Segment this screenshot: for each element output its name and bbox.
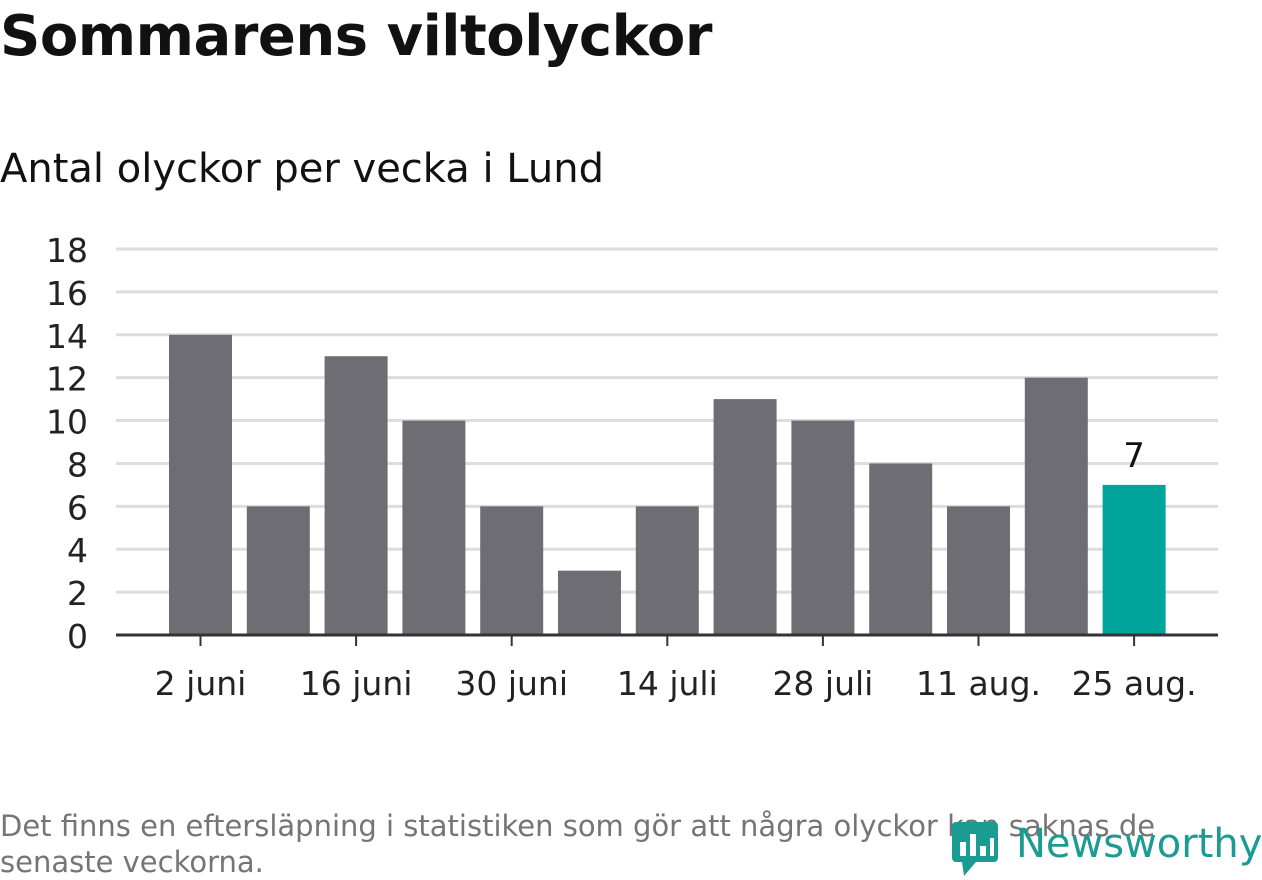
x-tick-label: 28 juli — [772, 664, 873, 703]
y-tick-label: 6 — [67, 488, 88, 527]
bar — [324, 356, 388, 635]
y-tick-label: 10 — [46, 403, 88, 442]
newsworthy-logo-icon — [952, 822, 998, 876]
chart-subtitle: Antal olyckor per vecka i Lund — [0, 146, 604, 192]
x-axis-tick-labels: 2 juni 16 juni 30 juni 14 juli 28 juli 11 aug… — [155, 635, 1197, 703]
y-tick-label: 0 — [67, 617, 88, 656]
bar-highlighted — [1102, 484, 1166, 635]
bar — [558, 570, 621, 635]
y-tick-label: 8 — [67, 445, 88, 484]
chart-title: Sommarens viltolyckor — [0, 4, 712, 69]
x-tick-label: 11 aug. — [916, 664, 1041, 703]
bar — [713, 399, 777, 635]
bar-chart: 0 2 4 6 810 12 14 16 18 2 juni 16 juni 30 juni 14 j… — [46, 231, 1218, 703]
x-tick-label: 14 juli — [617, 664, 718, 703]
newsworthy-logo: Newsworthy — [950, 816, 1262, 878]
x-tick-label: 30 juni — [455, 664, 568, 703]
x-tick-label: 16 juni — [300, 664, 413, 703]
y-tick-label: 16 — [46, 274, 88, 313]
y-tick-label: 14 — [46, 317, 88, 356]
bar — [947, 506, 1010, 635]
y-tick-label: 4 — [67, 531, 88, 570]
bar — [1024, 377, 1088, 635]
bar — [635, 506, 699, 635]
bar — [402, 420, 466, 635]
y-tick-label: 12 — [46, 360, 88, 399]
x-tick-label: 25 aug. — [1072, 664, 1197, 703]
y-tick-label: 2 — [67, 574, 88, 613]
data-label: 7 — [1123, 436, 1145, 476]
bar — [869, 463, 933, 635]
data-labels: 7 — [1123, 436, 1145, 476]
bar — [791, 420, 855, 635]
bar — [246, 506, 310, 635]
y-tick-label: 18 — [46, 231, 88, 270]
x-tick-label: 2 juni — [155, 664, 247, 703]
newsworthy-logo-text: Newsworthy — [1016, 821, 1262, 867]
bar — [480, 506, 544, 635]
bars — [169, 334, 1166, 635]
bar — [169, 334, 232, 635]
y-axis-tick-labels: 0 2 4 6 810 12 14 16 18 — [46, 231, 88, 656]
